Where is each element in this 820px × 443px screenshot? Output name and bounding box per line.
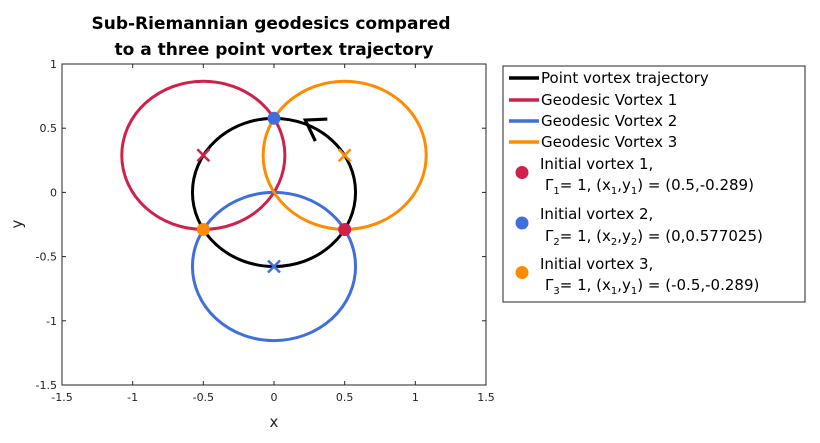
y-tick-label: 0: [50, 186, 57, 199]
x-axis-label: x: [270, 413, 279, 431]
y-tick-label: 0.5: [40, 122, 58, 135]
legend-label: Initial vortex 3,: [540, 255, 653, 273]
trajectory-direction-arrow-icon: [302, 117, 328, 142]
legend-swatch: [515, 166, 529, 179]
legend-swatch: [515, 266, 529, 279]
initial-vortex-point-3: [196, 223, 210, 237]
legend-box: [502, 65, 806, 303]
x-tick-label: -1.5: [51, 391, 72, 404]
legend-label: Geodesic Vortex 2: [541, 112, 677, 130]
cross-marker: [267, 259, 281, 274]
legend: Point vortex trajectory Geodesic Vortex 1…: [502, 65, 806, 303]
cross-marker: [196, 148, 211, 163]
legend-label-parameters: Γ3= 1, (x1,y1) = (-0.5,-0.289): [545, 276, 759, 297]
plot-area: -1.5 -1 -0.5 0 0.5 1 1.5 -1.5 -1 -0.5 0 0.5 1: [36, 58, 495, 404]
legend-item-initial-vortex-2: Initial vortex 2, Γ2= 1, (x2,y2) = (0,0.5…: [515, 205, 763, 248]
legend-item-initial-vortex-1: Initial vortex 1, Γ1= 1, (x1,y1) = (0.5,-…: [515, 155, 754, 197]
legend-item-initial-vortex-3: Initial vortex 3, Γ3= 1, (x1,y1) = (-0.5,…: [515, 255, 759, 297]
x-tick-label: 1: [412, 391, 419, 404]
chart-title-line-1: Sub-Riemannian geodesics compared: [91, 14, 450, 34]
legend-item-geodesic-vortex-3: Geodesic Vortex 3: [509, 133, 677, 151]
ticks-layer: -1.5 -1 -0.5 0 0.5 1 1.5 -1.5 -1 -0.5 0 0.5 1: [36, 58, 495, 404]
y-tick-label: -1: [46, 315, 57, 328]
x-tick-label: -1: [127, 391, 138, 404]
legend-label-parameters: Γ1= 1, (x1,y1) = (0.5,-0.289): [545, 176, 754, 197]
legend-items: Point vortex trajectory Geodesic Vortex 1…: [509, 69, 763, 297]
initial-vortex-point-2: [267, 111, 281, 125]
legend-label: Point vortex trajectory: [541, 69, 709, 87]
legend-label: Initial vortex 1,: [540, 155, 653, 173]
initial-vortex-point-1: [338, 223, 352, 237]
legend-label-parameters: Γ2= 1, (x2,y2) = (0,0.577025): [545, 227, 763, 248]
chart-title-line-2: to a three point vortex trajectory: [109, 40, 434, 60]
legend-item-geodesic-vortex-1: Geodesic Vortex 1: [509, 91, 677, 109]
markers-layer: [196, 111, 352, 274]
cross-marker: [337, 148, 352, 163]
legend-swatch: [515, 216, 529, 230]
x-tick-label: -0.5: [193, 391, 214, 404]
y-tick-label: -1.5: [36, 379, 57, 392]
legend-label: Geodesic Vortex 3: [541, 133, 677, 151]
legend-label: Geodesic Vortex 1: [541, 91, 677, 109]
legend-item-geodesic-vortex-2: Geodesic Vortex 2: [509, 112, 677, 130]
legend-label: Initial vortex 2,: [540, 205, 653, 223]
legend-item-point-vortex-trajectory: Point vortex trajectory: [509, 69, 709, 87]
y-tick-label: -0.5: [36, 251, 57, 264]
y-tick-label: 1: [50, 58, 57, 71]
x-tick-label: 0: [271, 391, 278, 404]
y-axis-label: y: [8, 219, 26, 228]
x-tick-label: 0.5: [336, 391, 354, 404]
x-tick-label: 1.5: [477, 391, 495, 404]
